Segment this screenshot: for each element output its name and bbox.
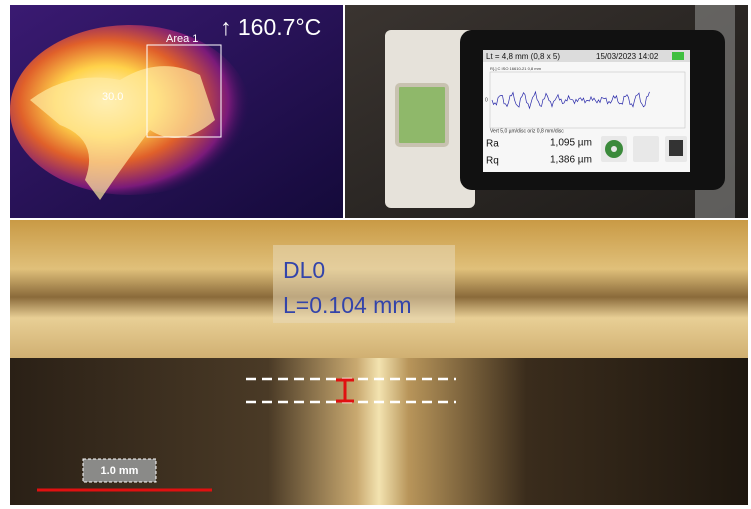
param-name: Rq: [486, 156, 499, 167]
screen-datetime: 15/03/2023 14:02: [596, 52, 659, 61]
param-name: Ra: [486, 139, 499, 150]
screen-filter: R[-] C ISO 16610-21 0,8 mm: [490, 66, 542, 71]
spot-temp: 30.0: [102, 91, 123, 103]
battery-icon: [672, 52, 684, 60]
figure: Area 1 30.0 ↑ 160.7°C Lt = 4,8 mm (0,8 x…: [0, 0, 751, 509]
param-value: 1,095 µm: [550, 138, 592, 149]
device-photo: Lt = 4,8 mm (0,8 x 5) 15/03/2023 14:02 R…: [345, 5, 748, 218]
measurement-value: L=0.104 mm: [283, 292, 412, 318]
save-icon: [669, 140, 683, 156]
micrograph: DL0 L=0.104 mm 1.0 mm: [10, 220, 748, 505]
measure-button[interactable]: [633, 136, 659, 162]
max-temp: ↑ 160.7°C: [220, 14, 321, 40]
screen-scale: Vert 5,0 µm/disc oriz 0,8 mm/disc: [490, 128, 564, 134]
thermal-image: Area 1 30.0 ↑ 160.7°C: [10, 5, 343, 218]
measurement-label: DL0: [283, 257, 325, 283]
scale-label: 1.0 mm: [101, 465, 139, 477]
screen-header-text: Lt = 4,8 mm (0,8 x 5): [486, 52, 560, 61]
param-value: 1,386 µm: [550, 155, 592, 166]
sensor-window: [397, 85, 447, 145]
screen-zero: 0: [485, 97, 488, 103]
gear-hole: [611, 146, 617, 152]
area-label: Area 1: [166, 33, 198, 45]
